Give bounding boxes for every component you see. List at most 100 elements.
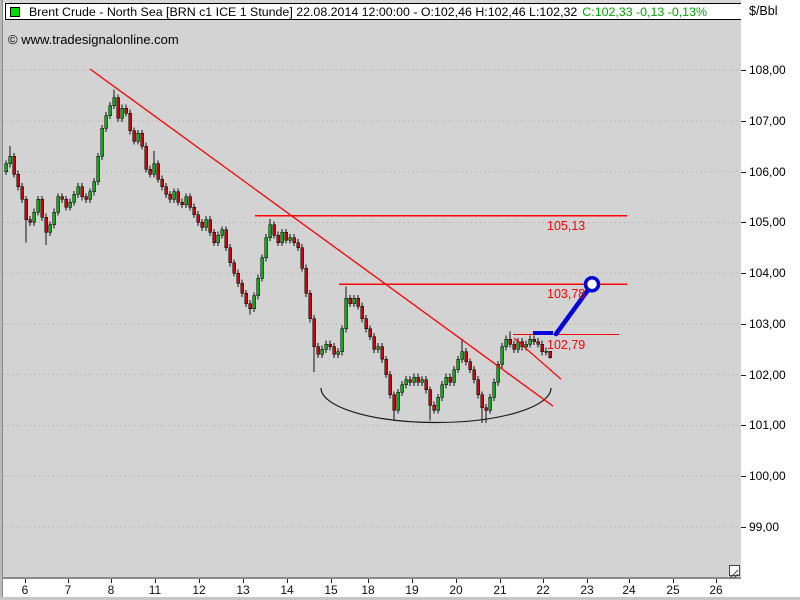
window-frame-bottom bbox=[0, 597, 800, 600]
candle-body-down bbox=[368, 328, 372, 337]
x-axis-tick bbox=[243, 579, 244, 583]
y-axis-tick bbox=[741, 222, 746, 224]
candle-body-down bbox=[356, 298, 360, 307]
y-axis-tick bbox=[741, 70, 746, 71]
candle-body-down bbox=[236, 272, 240, 284]
candle-body-down bbox=[508, 338, 512, 345]
candle-body-down bbox=[332, 346, 336, 355]
y-axis-label: 108,00 bbox=[749, 63, 786, 77]
candle-body-down bbox=[296, 242, 300, 248]
chart-canvas[interactable]: © www.tradesignalonline.com bbox=[3, 20, 743, 579]
candle-body-down bbox=[116, 97, 120, 119]
candle-body-up bbox=[92, 181, 96, 193]
candle-body-down bbox=[128, 112, 132, 132]
candle-body-up bbox=[412, 376, 416, 383]
x-axis-tick bbox=[543, 579, 544, 583]
candle-body-up bbox=[492, 381, 496, 398]
x-axis-label-day: 23 bbox=[580, 583, 594, 597]
candle-body-down bbox=[20, 186, 24, 200]
candle-body-down bbox=[384, 359, 388, 375]
chart-title-bar: Brent Crude - North Sea [BRN c1 ICE 1 St… bbox=[5, 3, 742, 20]
candle-body-down bbox=[12, 156, 16, 175]
x-axis-tick bbox=[629, 579, 630, 583]
target-circle-marker[interactable] bbox=[583, 275, 601, 293]
candle-body-down bbox=[540, 343, 544, 353]
candle-body-up bbox=[48, 224, 52, 233]
candle-body-down bbox=[200, 222, 204, 228]
candle-body-down bbox=[244, 293, 248, 304]
window-frame-top bbox=[0, 0, 800, 3]
candle-body-up bbox=[96, 156, 100, 182]
candle-body-up bbox=[100, 128, 104, 157]
candle-body-down bbox=[16, 173, 20, 188]
candle-body-down bbox=[28, 219, 32, 223]
candle-body-up bbox=[8, 156, 12, 165]
candle-body-up bbox=[204, 219, 208, 228]
candle-body-down bbox=[60, 196, 64, 200]
level-label-10378: 103,78 bbox=[547, 287, 586, 302]
candle-body-down bbox=[472, 369, 476, 380]
price-axis[interactable]: $/Bbl 108,00 107,00 106,00 105,00 104,00 103,… bbox=[741, 0, 800, 600]
candle-body-up bbox=[172, 191, 176, 200]
y-axis-label: 102,00 bbox=[749, 367, 786, 382]
x-axis-label-day: 24 bbox=[622, 583, 636, 597]
y-axis-tick bbox=[741, 374, 746, 376]
x-axis-tick bbox=[587, 579, 588, 583]
candle-body-down bbox=[548, 351, 552, 359]
x-axis-label-day: 12 bbox=[192, 583, 206, 597]
candle-body-down bbox=[388, 374, 392, 396]
candle-body-down bbox=[292, 237, 296, 243]
candle-body-up bbox=[488, 397, 492, 411]
rounding-bottom-ellipse[interactable] bbox=[320, 387, 552, 424]
x-axis-label-day: 11 bbox=[148, 583, 162, 597]
candle-body-down bbox=[428, 389, 432, 406]
candle-body-down bbox=[284, 232, 288, 241]
candlestick-plot[interactable] bbox=[3, 20, 741, 577]
x-axis-tick bbox=[68, 579, 69, 583]
y-axis-tick bbox=[741, 120, 746, 122]
candle-body-up bbox=[152, 163, 156, 175]
candle-body-down bbox=[432, 404, 436, 411]
level-label-10279: 102,79 bbox=[547, 337, 586, 352]
y-axis-tick bbox=[741, 425, 746, 427]
axis-unit-label: $/Bbl bbox=[749, 4, 778, 18]
candle-body-down bbox=[484, 407, 488, 411]
candle-body-up bbox=[252, 295, 256, 309]
candle-body-up bbox=[436, 397, 440, 411]
candle-body-down bbox=[156, 163, 160, 180]
short-downtrend-line[interactable] bbox=[513, 337, 562, 380]
candle-body-down bbox=[132, 130, 136, 142]
candle-body-down bbox=[392, 394, 396, 411]
projection-arrow-line[interactable] bbox=[553, 285, 593, 337]
candle-body-down bbox=[148, 168, 152, 175]
candle-body-down bbox=[424, 379, 428, 391]
candle-body-down bbox=[64, 199, 68, 208]
x-axis-label-day: 18 bbox=[361, 583, 375, 597]
candle-body-down bbox=[240, 282, 244, 294]
candle-body-down bbox=[476, 379, 480, 396]
main-downtrend-line[interactable] bbox=[89, 68, 554, 407]
x-axis-label-day: 20 bbox=[449, 583, 463, 597]
candle-body-up bbox=[420, 379, 424, 383]
x-axis-tick bbox=[111, 579, 112, 583]
chart-quote-change: C:102,33 -0,13 -0,13% bbox=[582, 4, 707, 19]
candle-body-up bbox=[528, 338, 532, 345]
candle-body-down bbox=[348, 298, 352, 304]
candle-body-down bbox=[84, 196, 88, 200]
x-axis-tick bbox=[456, 579, 457, 583]
candle-body-down bbox=[372, 336, 376, 350]
candle-body-down bbox=[24, 199, 28, 221]
candle-body-up bbox=[344, 298, 348, 330]
candle-body-down bbox=[44, 216, 48, 233]
candle-body-down bbox=[208, 219, 212, 233]
candle-body-down bbox=[408, 379, 412, 383]
y-axis-label: 101,00 bbox=[749, 418, 786, 433]
candle-body-down bbox=[308, 293, 312, 320]
candle-body-down bbox=[512, 343, 516, 350]
resize-grip-icon[interactable] bbox=[729, 565, 740, 579]
x-axis-label-day: 6 bbox=[21, 583, 29, 597]
time-axis[interactable]: 6 7 8 11 12 13 14 15 18 19 20 21 22 23 24 25 26 bbox=[3, 579, 741, 597]
y-axis-label: 100,00 bbox=[749, 469, 786, 484]
candle-body-down bbox=[300, 247, 304, 269]
